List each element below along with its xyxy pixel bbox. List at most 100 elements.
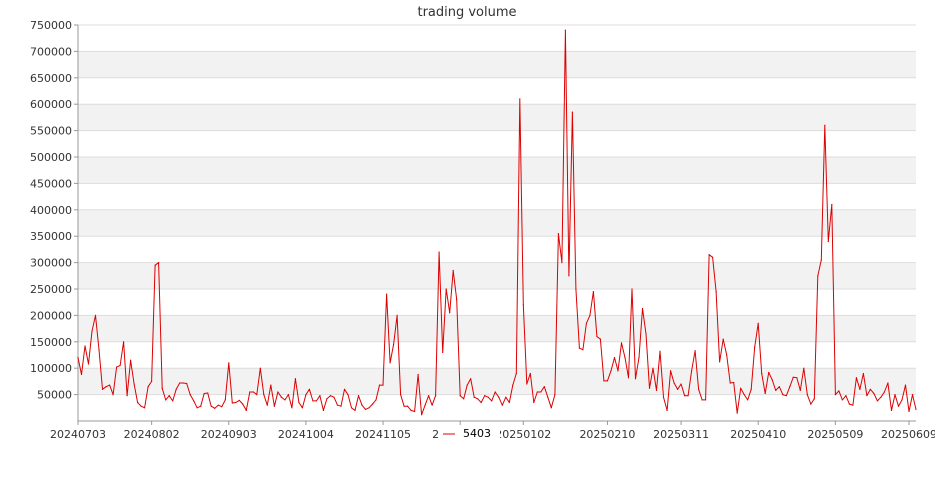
data-point [799,389,801,391]
background-band [78,315,916,342]
data-point [452,269,454,272]
data-point [392,343,395,346]
data-point [722,338,724,340]
data-point [375,399,377,401]
data-point [242,403,244,405]
background-band [78,209,916,237]
data-point [764,392,766,395]
data-point [179,382,181,384]
data-point [217,404,219,406]
data-point [196,407,198,409]
x-tick-label: 20250509 [807,428,863,441]
data-point [862,372,865,375]
data-point [270,384,272,386]
data-point [736,412,738,414]
data-point [792,376,794,378]
data-point [312,400,314,402]
data-point [852,404,854,406]
y-tick-label: 200000 [30,309,72,322]
data-point [522,304,524,306]
data-point [406,405,409,407]
data-point [498,396,500,398]
data-point [887,382,889,384]
data-point [708,254,710,256]
data-point [133,383,135,385]
background-band [78,368,916,395]
data-point [869,388,872,390]
data-point [347,394,349,396]
data-point [571,111,573,113]
data-point [172,400,174,402]
data-point [112,394,114,396]
data-point [158,262,160,264]
data-point [894,394,896,396]
data-point [214,407,216,409]
background-band [78,104,916,131]
data-point [326,398,328,400]
data-point [301,407,304,409]
data-point [806,394,808,396]
data-point [252,391,254,393]
data-point [333,396,335,398]
data-point [108,384,111,386]
y-tick-label: 50000 [37,389,72,402]
data-point [582,349,584,351]
background-band [78,130,916,157]
data-point [101,388,104,390]
data-point [459,395,461,397]
data-point [144,407,146,409]
data-point [129,359,132,361]
data-point [414,410,416,413]
data-point [747,399,749,401]
data-point [827,240,829,243]
data-point [189,394,191,396]
background-bands [78,25,916,421]
background-band [78,183,916,210]
data-point [249,391,251,393]
data-point [165,399,167,401]
y-tick-label: 400000 [30,204,72,217]
data-point [540,391,542,393]
data-point [592,291,595,293]
data-point [273,405,275,407]
y-tick-label: 500000 [30,151,72,164]
data-point [438,251,440,253]
data-point [533,401,535,404]
data-point [564,29,566,31]
data-point [396,314,398,316]
data-point [305,394,307,396]
data-point [277,391,279,393]
data-point [820,259,822,261]
data-point [399,394,402,396]
data-point [435,395,437,397]
data-point [673,382,675,384]
data-point [140,405,142,407]
data-point [122,341,125,343]
y-tick-label: 350000 [30,230,72,243]
x-tick-label: 20240802 [124,428,180,441]
data-point [690,370,693,372]
data-point [589,314,591,316]
y-tick-label: 750000 [30,19,72,32]
data-point [315,400,318,402]
background-band [78,236,916,263]
data-point [606,380,609,382]
data-point [147,386,149,388]
data-point [291,407,293,409]
data-point [515,372,517,375]
data-point [445,288,447,290]
data-point [259,367,261,369]
data-point [645,333,647,335]
data-point [350,407,353,409]
data-point [908,410,910,413]
data-point [785,395,787,397]
data-point [676,388,679,390]
data-point [410,409,412,412]
data-point [901,399,903,401]
data-point [336,404,339,406]
data-point [715,291,717,293]
data-point [873,392,875,395]
data-point [624,357,626,359]
background-band [78,341,916,369]
data-point [487,396,489,398]
